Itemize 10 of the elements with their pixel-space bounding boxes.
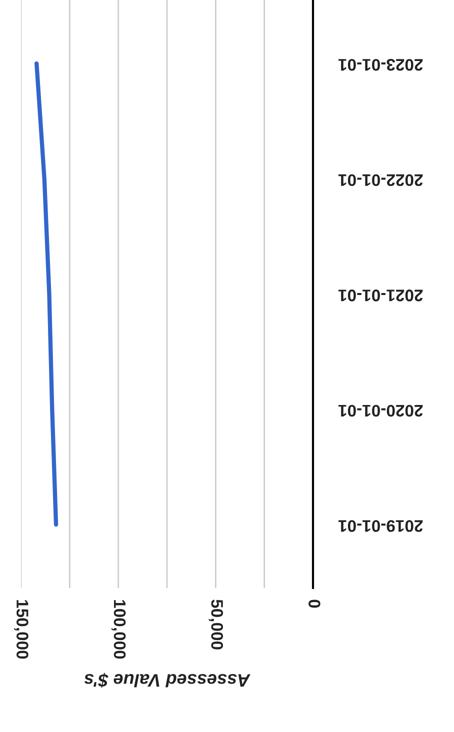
x-tick-label: 150,000 bbox=[14, 600, 28, 659]
y-tick-label: 2023-01-01 bbox=[338, 58, 423, 71]
y-tick-label: 2020-01-01 bbox=[338, 404, 423, 417]
x-axis-title: Assessed Value $'s bbox=[84, 672, 250, 688]
x-tick-label: 100,000 bbox=[111, 600, 126, 659]
y-tick-label: 2019-01-01 bbox=[338, 520, 423, 532]
x-tick-label: 50,000 bbox=[208, 600, 223, 650]
x-tick-label: 0 bbox=[308, 600, 320, 608]
y-tick-label: 2022-01-01 bbox=[338, 174, 423, 186]
y-tick-label: 2021-01-01 bbox=[338, 290, 423, 302]
